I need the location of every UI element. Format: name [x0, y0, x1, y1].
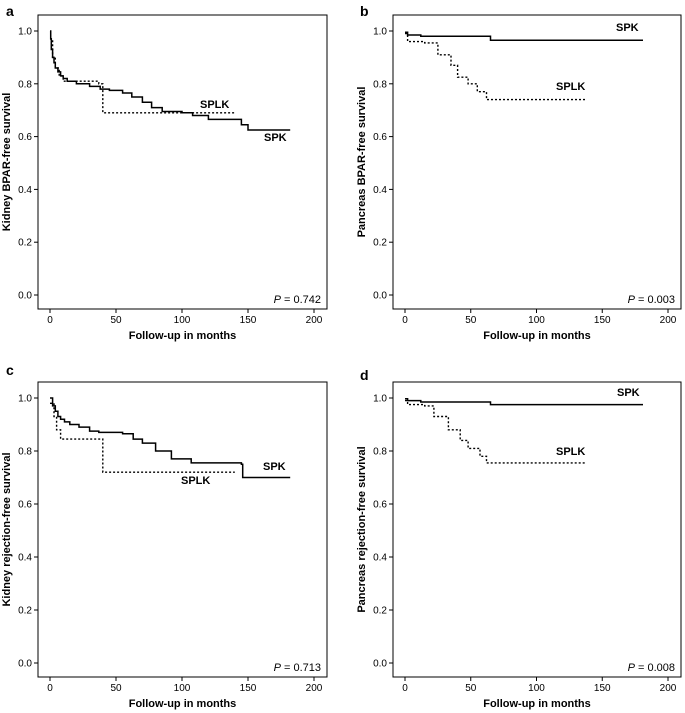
panel-a: a 0.0 0.2 0.4 0.6 0.8 1.0 0 50 100 150 200 Follow-up…: [1, 3, 328, 342]
series-label-spk: SPK: [263, 461, 286, 473]
y-tick-label: 0.2: [18, 238, 32, 249]
plot-frame: [37, 14, 328, 310]
x-tick-label: 150: [240, 315, 257, 326]
y-tick-label: 0.0: [18, 291, 32, 302]
panel-letter: c: [6, 362, 14, 378]
x-tick-label: 150: [240, 683, 257, 694]
y-tick-label: 1.0: [18, 394, 32, 405]
y-tick-label: 0.4: [18, 553, 32, 564]
y-tick-label: 0.0: [18, 659, 32, 670]
series-line-splk: [405, 32, 587, 101]
x-tick-label: 100: [528, 315, 545, 326]
series-line-spk: [50, 397, 291, 479]
x-tick-label: 50: [110, 315, 122, 326]
x-tick-label: 200: [660, 315, 677, 326]
y-axis-label: Kidney BPAR-free survival: [1, 93, 13, 232]
x-tick-label: 50: [465, 315, 477, 326]
series-label-splk: SPLK: [556, 81, 585, 93]
y-tick-label: 0.2: [373, 606, 387, 617]
y-tick-label: 0.0: [373, 659, 387, 670]
p-value-label: P = 0.742: [274, 294, 321, 306]
series-label-splk: SPLK: [200, 99, 229, 111]
x-axis-label: Follow-up in months: [129, 698, 237, 710]
x-tick-label: 150: [594, 683, 611, 694]
y-tick-label: 1.0: [18, 27, 32, 38]
y-tick-label: 0.2: [18, 606, 32, 617]
panel-letter: a: [6, 3, 14, 19]
series-label-splk: SPLK: [556, 446, 585, 458]
y-tick-label: 0.6: [373, 132, 387, 143]
panel-d: d 0.0 0.2 0.4 0.6 0.8 1.0 0 50 100 150 200 Follow-up…: [356, 367, 682, 710]
y-tick-label: 0.8: [373, 79, 387, 90]
x-tick-label: 200: [306, 315, 323, 326]
y-tick-label: 0.8: [18, 79, 32, 90]
x-axis-label: Follow-up in months: [483, 330, 591, 342]
x-tick-label: 0: [402, 315, 408, 326]
y-axis-label: Kidney rejection-free survival: [1, 452, 13, 606]
series-label-spk: SPK: [264, 132, 287, 144]
plot-frame: [392, 14, 682, 310]
plot-frame: [392, 381, 682, 678]
x-tick-label: 0: [47, 315, 53, 326]
y-tick-label: 0.4: [373, 185, 387, 196]
y-tick-label: 0.4: [373, 553, 387, 564]
panel-b: b 0.0 0.2 0.4 0.6 0.8 1.0 0 50 100 150 200 Follow-up…: [356, 3, 682, 342]
x-tick-label: 150: [594, 315, 611, 326]
x-tick-label: 100: [174, 315, 191, 326]
y-tick-label: 0.6: [373, 500, 387, 511]
y-tick-label: 0.0: [373, 291, 387, 302]
plot-frame: [37, 381, 328, 678]
series-label-spk: SPK: [617, 387, 640, 399]
series-label-spk: SPK: [616, 22, 639, 34]
series-line-splk: [50, 402, 235, 473]
x-tick-label: 50: [110, 683, 122, 694]
panel-c: c 0.0 0.2 0.4 0.6 0.8 1.0 0 50 100 150 200 Follow-up…: [1, 362, 328, 710]
p-value-label: P = 0.008: [628, 662, 675, 674]
y-tick-label: 0.6: [18, 132, 32, 143]
x-tick-label: 200: [306, 683, 323, 694]
series-line-spk: [49, 30, 291, 131]
panel-letter: d: [360, 367, 369, 383]
y-tick-label: 0.8: [373, 447, 387, 458]
x-axis-label: Follow-up in months: [483, 698, 591, 710]
x-tick-label: 0: [402, 683, 408, 694]
y-tick-label: 0.6: [18, 500, 32, 511]
series-line-spk: [405, 31, 643, 41]
y-axis-label: Pancreas BPAR-free survival: [356, 87, 368, 238]
y-tick-label: 1.0: [373, 27, 387, 38]
x-tick-label: 200: [660, 683, 677, 694]
series-line-splk: [50, 38, 235, 114]
x-tick-label: 0: [47, 683, 53, 694]
x-tick-label: 100: [528, 683, 545, 694]
p-value-label: P = 0.713: [274, 662, 321, 674]
series-line-spk: [405, 398, 643, 406]
series-line-splk: [405, 399, 587, 464]
x-tick-label: 100: [174, 683, 191, 694]
y-tick-label: 1.0: [373, 394, 387, 405]
y-tick-label: 0.2: [373, 238, 387, 249]
y-tick-label: 0.4: [18, 185, 32, 196]
x-tick-label: 50: [465, 683, 477, 694]
x-axis-label: Follow-up in months: [129, 330, 237, 342]
p-value-label: P = 0.003: [628, 294, 675, 306]
y-tick-label: 0.8: [18, 447, 32, 458]
series-label-splk: SPLK: [181, 475, 210, 487]
panel-letter: b: [360, 3, 369, 19]
y-axis-label: Pancreas rejection-free survival: [356, 446, 368, 612]
